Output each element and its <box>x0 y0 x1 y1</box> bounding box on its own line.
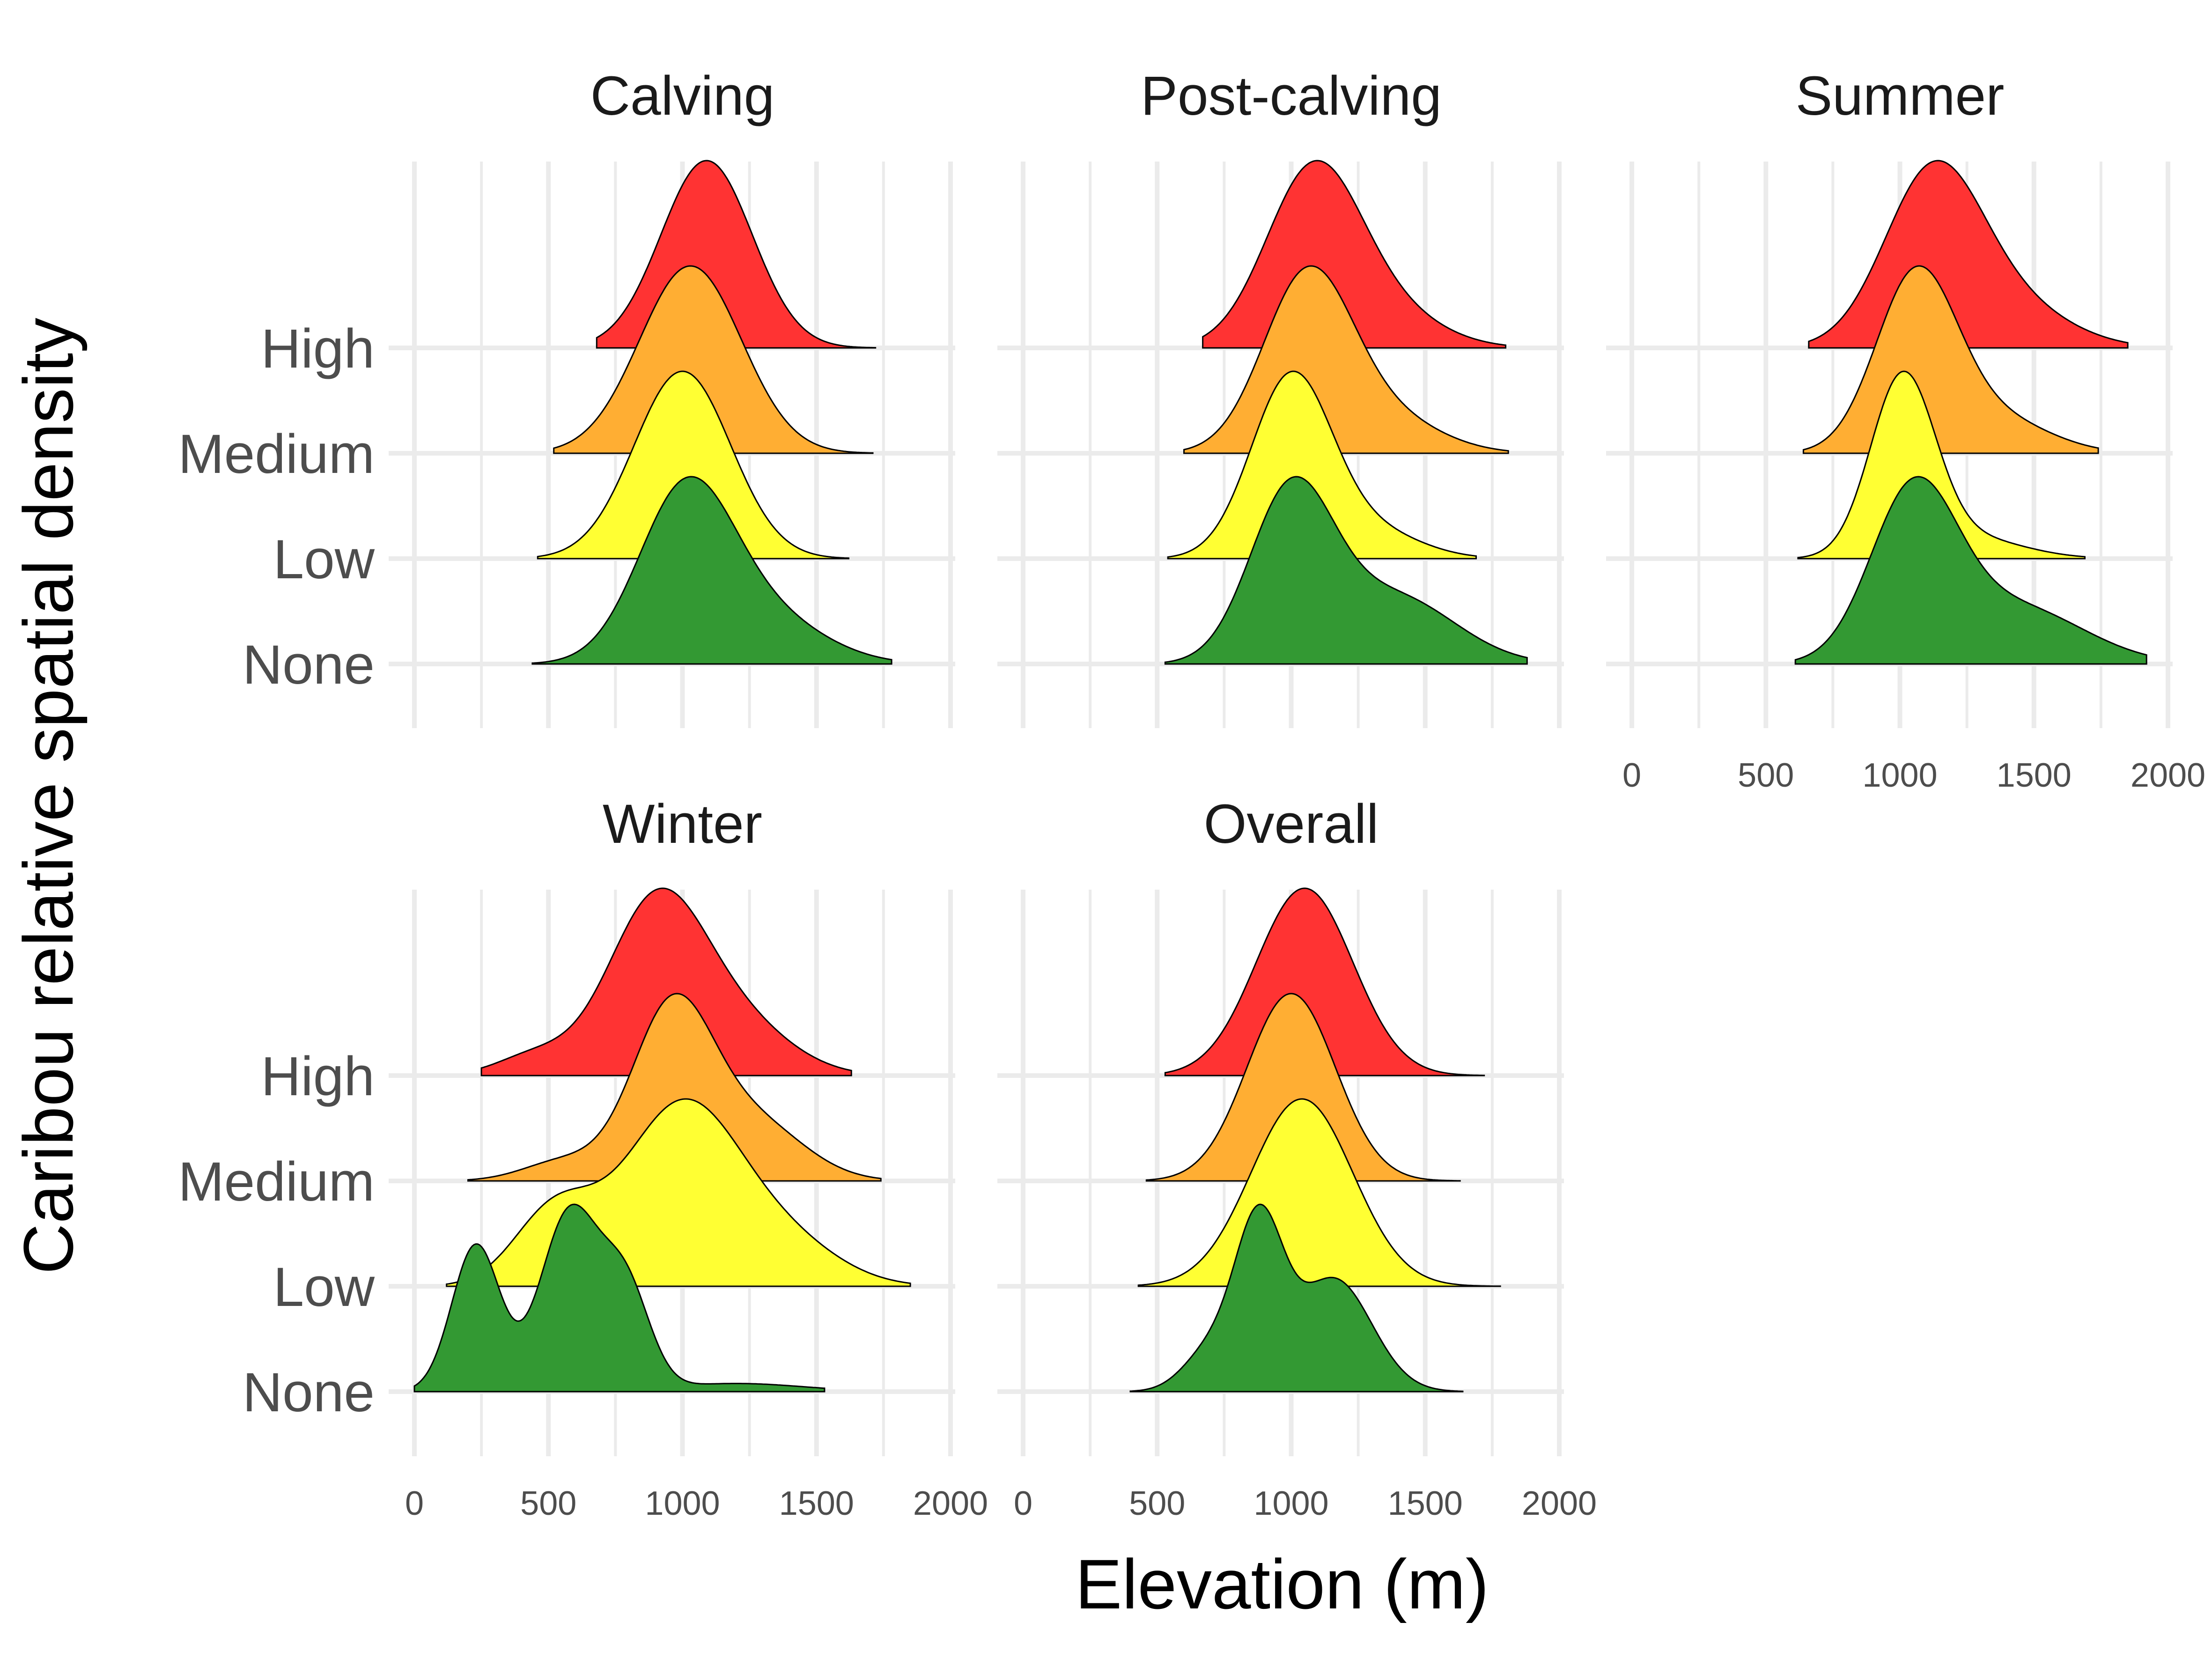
y-tick-label-none: None <box>243 1362 375 1423</box>
panel-calving: Calving None Low Medium High <box>178 65 955 728</box>
x-tick-label: 1500 <box>1388 1485 1463 1522</box>
x-tick-label: 500 <box>520 1485 576 1522</box>
panel-title: Winter <box>603 793 762 855</box>
ridge-medium <box>1183 265 1509 454</box>
x-tick-label: 2000 <box>2131 757 2205 794</box>
y-tick-label-medium: Medium <box>178 423 375 485</box>
x-tick-label: 500 <box>1129 1485 1185 1522</box>
ridge-medium <box>1802 265 2099 454</box>
y-tick-label-low: Low <box>273 1256 375 1318</box>
x-tick-label: 1000 <box>1253 1485 1328 1522</box>
x-tick-label: 0 <box>405 1485 424 1522</box>
x-tick-label: 1000 <box>1862 757 1937 794</box>
ridge-none <box>531 476 892 665</box>
panel-title: Post-calving <box>1141 65 1442 127</box>
x-tick-label: 1000 <box>645 1485 720 1522</box>
ridge-medium <box>467 993 882 1182</box>
x-tick-label: 0 <box>1622 757 1641 794</box>
panel-summer: Summer 0 500 1000 1500 2000 <box>1606 65 2205 794</box>
ridge-none <box>1794 476 2147 665</box>
ridge-high <box>1808 160 2129 349</box>
panel-title: Calving <box>590 65 775 127</box>
x-axis-label: Elevation (m) <box>1075 1545 1489 1623</box>
ridge-medium <box>553 265 874 454</box>
ridge-none <box>1129 1203 1464 1393</box>
panel-post-calving: Post-calving <box>997 65 1564 728</box>
ridge-high <box>1202 160 1506 349</box>
ridge-high <box>480 887 852 1077</box>
x-tick-label: 500 <box>1738 757 1794 794</box>
y-tick-label-medium: Medium <box>178 1151 375 1213</box>
panel-title: Summer <box>1796 65 2005 127</box>
y-tick-label-high: High <box>261 318 375 380</box>
ridge-low <box>1167 370 1477 560</box>
ridge-low <box>446 1098 911 1287</box>
ridge-low <box>537 370 849 560</box>
ridge-none <box>1164 476 1528 665</box>
ridge-high <box>596 160 877 349</box>
y-tick-label-none: None <box>243 634 375 696</box>
x-tick-label: 0 <box>1014 1485 1032 1522</box>
ridge-none <box>413 1203 826 1393</box>
ridge-medium <box>1145 993 1461 1182</box>
panel-title: Overall <box>1204 793 1379 855</box>
x-tick-label: 2000 <box>1522 1485 1597 1522</box>
ridge-low <box>1797 370 2086 560</box>
y-tick-label-low: Low <box>273 529 375 590</box>
x-tick-label: 1500 <box>1997 757 2072 794</box>
y-axis-label: Caribou relative spatial density <box>9 318 88 1275</box>
ridge-high <box>1164 887 1485 1077</box>
y-tick-label-high: High <box>261 1046 375 1107</box>
panel-winter: Winter None Low Medium High 0 500 1000 1500 2000 <box>178 793 988 1522</box>
panel-overall: Overall 0 500 1000 1500 2000 <box>997 793 1597 1522</box>
ridge-low <box>1137 1098 1501 1287</box>
x-tick-label: 2000 <box>913 1485 988 1522</box>
x-tick-label: 1500 <box>779 1485 854 1522</box>
